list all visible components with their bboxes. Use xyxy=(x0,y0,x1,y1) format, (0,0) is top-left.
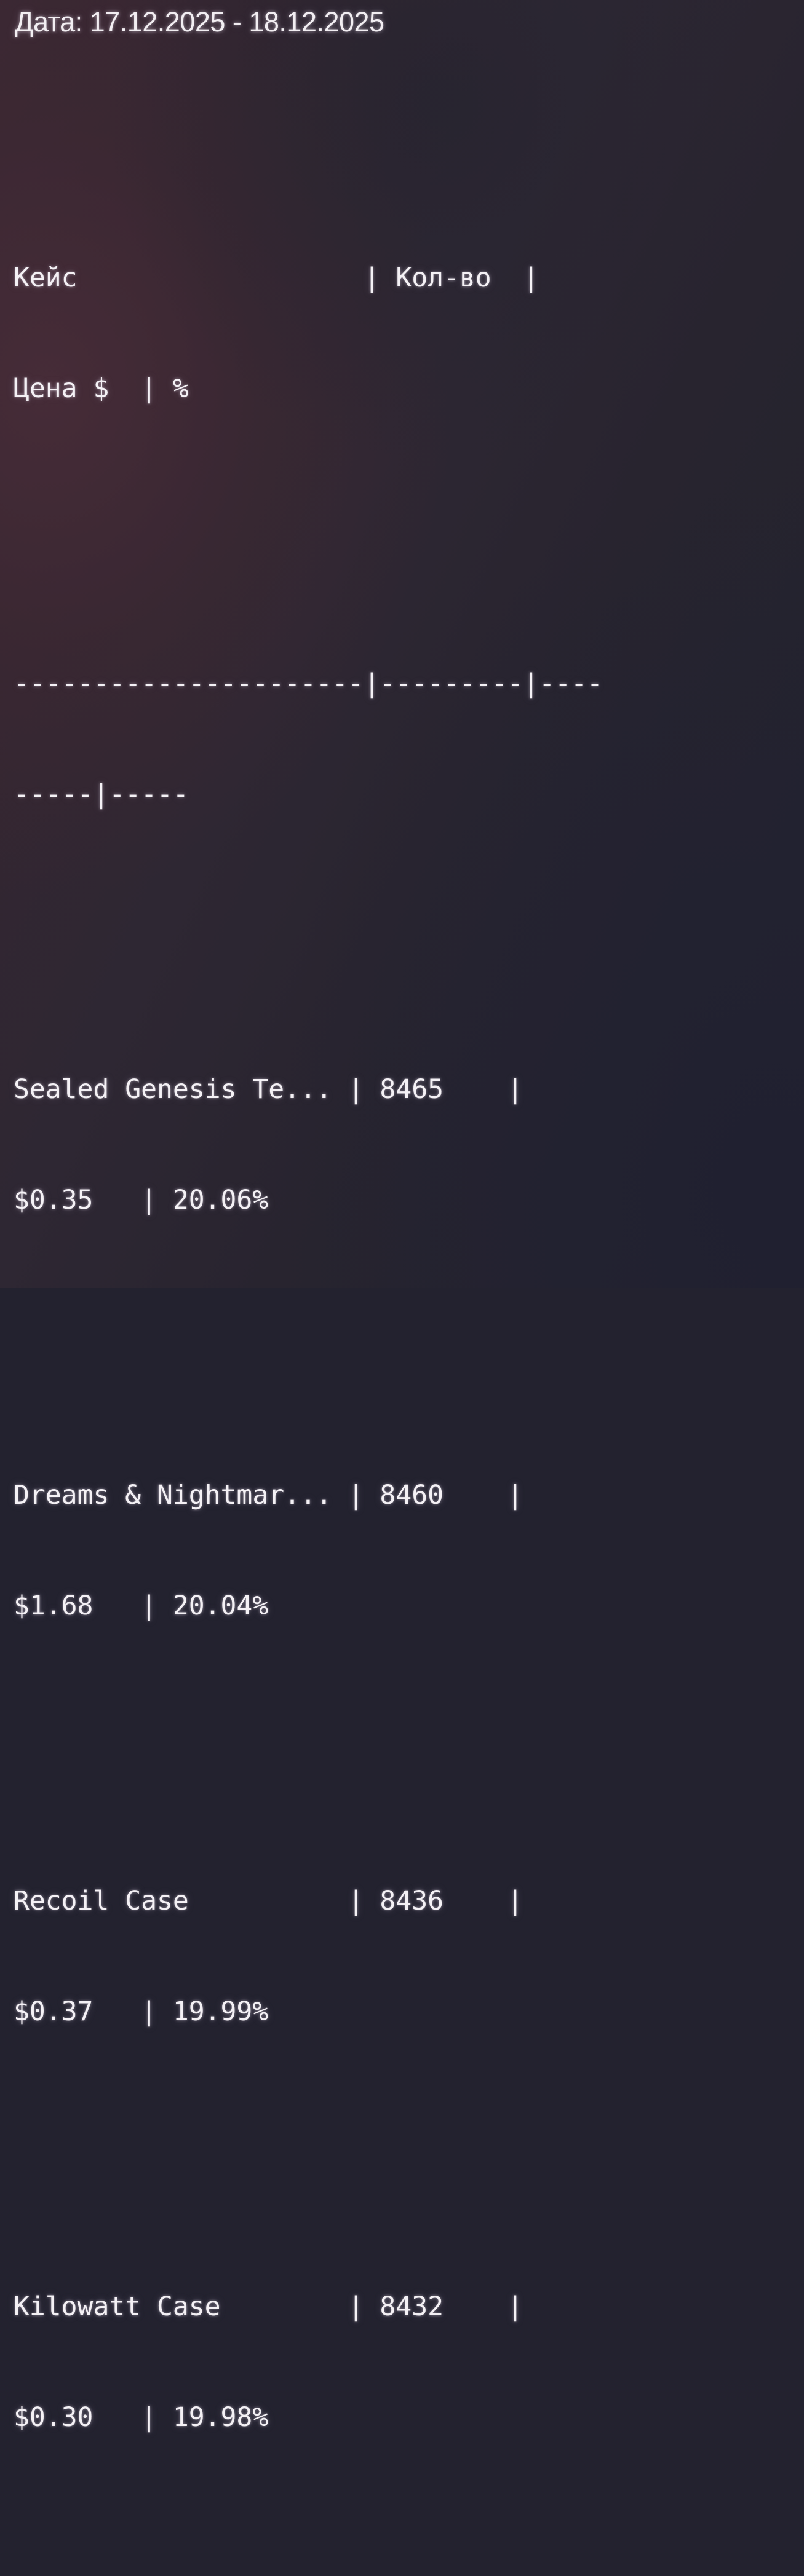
table-header-line-2: Цена $ | % xyxy=(14,373,189,404)
table-row-line-1: Kilowatt Case | 8432 | xyxy=(14,2291,523,2322)
table-row-line-2: $1.68 | 20.04% xyxy=(14,1590,269,1621)
table-row-line-2: $0.37 | 19.99% xyxy=(14,1996,269,2027)
table-separator-line-1: ----------------------|---------|---- xyxy=(14,668,603,699)
table-row: Sealed Genesis Te... | 8465 | $0.35 | 20… xyxy=(14,997,795,1292)
table-row-line-2: $0.30 | 19.98% xyxy=(14,2402,269,2433)
table-row-line-1: Sealed Genesis Te... | 8465 | xyxy=(14,1074,523,1105)
terminal-screen: Дата: 17.12.2025 - 18.12.2025 Кейс | Кол… xyxy=(14,6,603,2433)
table-row: Kilowatt Case | 8432 | $0.30 | 19.98% xyxy=(14,2214,795,2510)
table-header: Кейс | Кол-во | Цена $ | % xyxy=(14,186,795,481)
table-separator-line-2: -----|----- xyxy=(14,779,189,810)
console-output: Кейс | Кол-во | Цена $ | % -------------… xyxy=(14,75,795,2576)
background-tint-right xyxy=(0,0,804,1288)
table-row-line-1: Dreams & Nightmar... | 8460 | xyxy=(14,1480,523,1511)
table-row: Dreams & Nightmar... | 8460 | $1.68 | 20… xyxy=(14,1403,795,1698)
table-row: Recoil Case | 8436 | $0.37 | 19.99% xyxy=(14,1809,795,2104)
table-separator: ----------------------|---------|---- --… xyxy=(14,591,795,887)
table-row-line-2: $0.35 | 20.06% xyxy=(14,1185,269,1215)
table-header-line-1: Кейс | Кол-во | xyxy=(14,263,539,293)
date-range-label: Дата: 17.12.2025 - 18.12.2025 xyxy=(15,6,384,38)
table-row-line-1: Recoil Case | 8436 | xyxy=(14,1886,523,1916)
